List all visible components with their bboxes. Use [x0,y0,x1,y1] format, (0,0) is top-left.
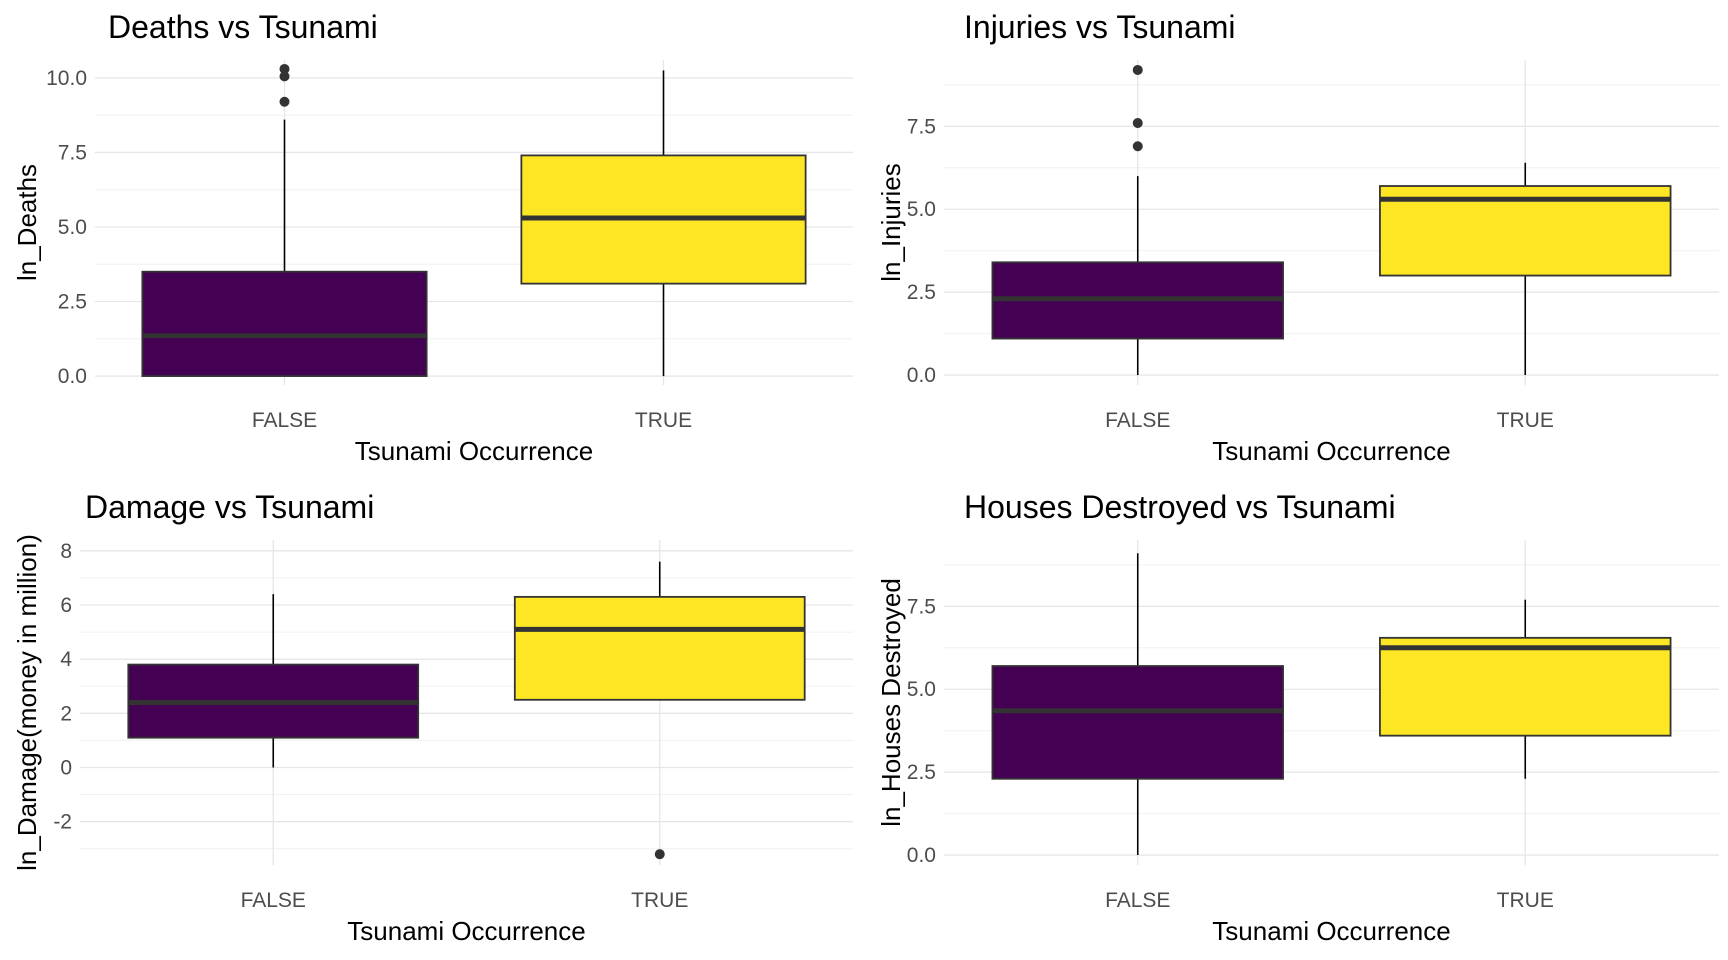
y-tick-label: 0 [60,757,72,780]
y-tick-label: 0.0 [58,365,87,388]
x-axis-title: Tsunami Occurrence [1212,916,1450,946]
x-tick-label: TRUE [631,889,688,912]
x-tick-label: TRUE [635,409,692,432]
y-tick-label: 2 [60,702,72,725]
y-tick-label: 7.5 [907,115,936,138]
y-tick-label: -2 [53,811,72,834]
box-true [513,595,806,701]
chart-title: Deaths vs Tsunami [108,9,378,45]
chart-title: Injuries vs Tsunami [964,9,1236,45]
y-tick-label: 4 [60,648,72,671]
outlier-point [654,849,665,860]
y-tick-label: 7.5 [58,141,87,164]
y-tick-label: 10.0 [46,67,87,90]
box-true [1379,636,1672,737]
damage-boxplot: -2 0 2 4 6 8 FALSE TRUE Damage vs Tsunami Tsunami… [12,489,853,946]
y-tick-label: 0.0 [907,364,936,387]
y-tick-label: 0.0 [907,844,936,867]
y-tick-label: 5.0 [907,678,936,701]
outlier-point [279,71,290,82]
injuries-panel: 0.0 2.5 5.0 7.5 FALSE TRUE Injuries vs Tsunami… [864,0,1728,480]
y-axis-title: ln_Damage(money in million) [12,534,42,871]
outlier-point [1132,141,1143,152]
y-axis-title: ln_Deaths [12,164,42,281]
chart-title: Houses Destroyed vs Tsunami [964,489,1396,525]
box-false [141,270,428,377]
y-tick-label: 5.0 [907,198,936,221]
y-tick-label: 8 [60,540,72,563]
y-tick-label: 2.5 [907,281,936,304]
x-tick-label: FALSE [1105,889,1170,912]
deaths-panel: 0.0 2.5 5.0 7.5 10.0 FALSE TRUE Deaths vs Tsuna… [0,0,864,480]
houses-panel: 0.0 2.5 5.0 7.5 FALSE TRUE Houses Destroyed vs… [864,480,1728,960]
box-false [991,665,1284,780]
outlier-point [279,63,290,74]
x-axis-title: Tsunami Occurrence [1212,436,1450,466]
chart-title: Damage vs Tsunami [85,489,374,525]
y-axis-title: ln_Injuries [876,163,906,282]
outlier-point [1132,64,1143,75]
damage-panel: -2 0 2 4 6 8 FALSE TRUE Damage vs Tsunami Tsunami… [0,480,864,960]
x-tick-label: FALSE [252,409,317,432]
outlier-point [279,96,290,107]
x-tick-label: FALSE [1105,409,1170,432]
outlier-point [1132,118,1143,129]
injuries-boxplot: 0.0 2.5 5.0 7.5 FALSE TRUE Injuries vs Tsunami… [876,9,1719,466]
y-tick-label: 7.5 [907,595,936,618]
y-tick-label: 2.5 [907,761,936,784]
houses-boxplot: 0.0 2.5 5.0 7.5 FALSE TRUE Houses Destroyed vs… [876,489,1719,946]
x-tick-label: FALSE [241,889,306,912]
x-axis-title: Tsunami Occurrence [355,436,593,466]
x-axis-title: Tsunami Occurrence [347,916,585,946]
x-tick-label: TRUE [1497,409,1554,432]
y-tick-label: 6 [60,594,72,617]
deaths-boxplot: 0.0 2.5 5.0 7.5 10.0 FALSE TRUE Deaths vs Tsuna… [12,9,853,466]
y-axis-title: ln_Houses Destroyed [876,578,906,827]
y-tick-label: 5.0 [58,216,87,239]
y-tick-label: 2.5 [58,291,87,314]
x-tick-label: TRUE [1497,889,1554,912]
